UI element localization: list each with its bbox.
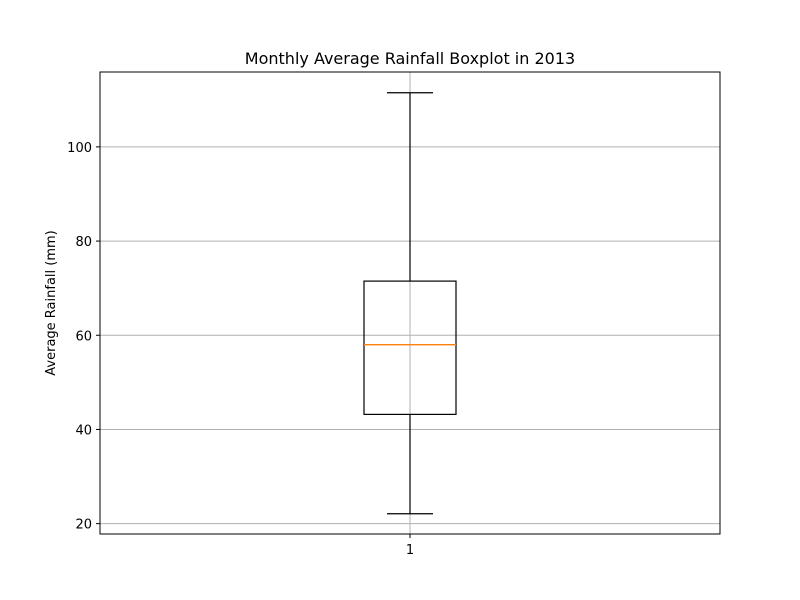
plot-frame	[99, 71, 721, 535]
y-tick-label: 60	[75, 329, 92, 344]
chart-title: Monthly Average Rainfall Boxplot in 2013	[245, 49, 575, 68]
y-tick-label: 80	[75, 235, 92, 250]
x-tick-label: 1	[406, 543, 414, 558]
y-tick-label: 100	[67, 141, 92, 156]
interquartile-box	[363, 280, 457, 415]
plot-area: 20 40 60 80 100 1	[67, 71, 721, 558]
y-axis-label: Average Rainfall (mm)	[44, 230, 59, 375]
y-tick-label: 40	[75, 423, 92, 438]
y-tick-label: 20	[75, 518, 92, 533]
